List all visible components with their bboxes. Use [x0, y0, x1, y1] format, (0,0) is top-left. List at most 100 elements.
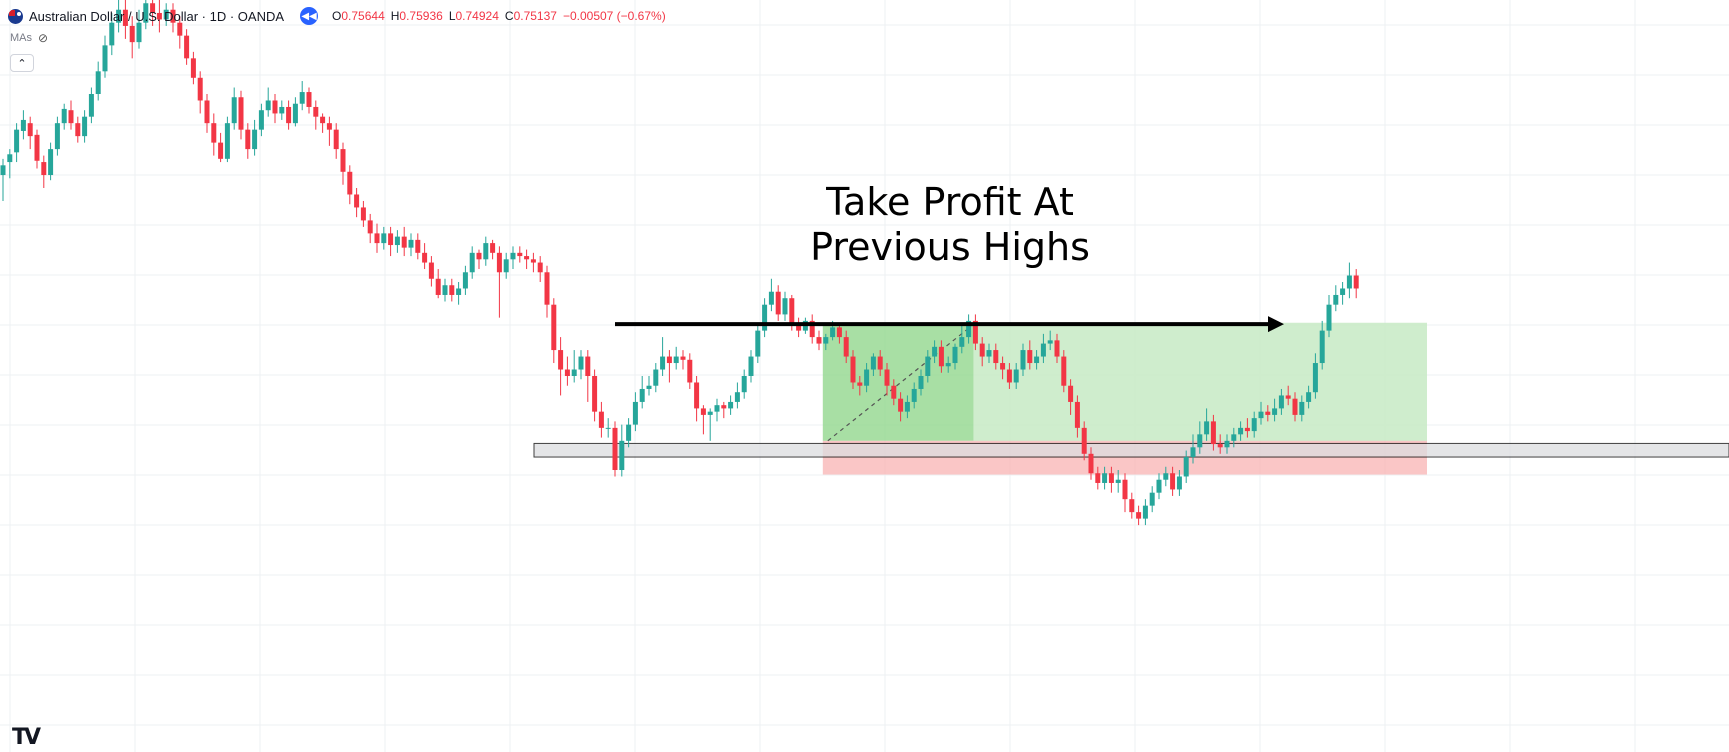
candle-up — [1238, 427, 1244, 435]
candle-down — [326, 123, 332, 130]
candle-down — [1074, 401, 1080, 428]
candle-up — [864, 369, 870, 386]
candle-down — [245, 129, 251, 150]
candle-up — [830, 327, 836, 338]
candle-down — [27, 123, 33, 137]
candle-down — [197, 77, 203, 101]
arrow-head-icon — [1268, 316, 1284, 333]
candle-down — [190, 58, 196, 78]
candle-down — [938, 346, 944, 367]
low-label: L — [448, 9, 456, 23]
open-value: 0.75644 — [341, 9, 385, 23]
candle-down — [809, 320, 815, 338]
candle-down — [428, 262, 434, 279]
candle-up — [639, 388, 645, 402]
candle-down — [1122, 479, 1128, 500]
candle-up — [252, 129, 258, 150]
candle-up — [1278, 395, 1284, 409]
candle-up — [1326, 304, 1332, 331]
candle-down — [41, 162, 47, 176]
candle-down — [490, 243, 496, 253]
candle-down — [564, 369, 570, 376]
high-label: H — [390, 9, 400, 23]
candle-down — [1006, 369, 1012, 383]
candle-down — [1136, 512, 1142, 519]
candle-down — [422, 252, 428, 263]
candle-up — [503, 259, 509, 273]
eye-off-icon[interactable]: ⊘ — [38, 31, 49, 45]
candle-down — [700, 408, 706, 415]
candle-up — [224, 123, 230, 159]
candle-down — [592, 376, 598, 412]
candle-up — [54, 123, 60, 150]
candle-up — [48, 149, 54, 176]
candle-down — [598, 411, 604, 428]
candle-up — [571, 369, 577, 376]
symbol-legend: Australian Dollar / U.S. Dollar · 1D · O… — [8, 6, 666, 26]
candle-up — [626, 424, 632, 441]
candle-down — [796, 324, 802, 331]
candle-up — [1176, 476, 1182, 490]
candle-up — [1020, 350, 1026, 370]
candle-up — [918, 376, 924, 389]
candle-up — [265, 100, 271, 111]
candle-down — [347, 171, 353, 195]
candle-up — [1156, 479, 1162, 493]
candle-down — [211, 123, 217, 143]
candle-up — [1346, 275, 1352, 289]
candle-down — [972, 320, 978, 344]
candle-down — [68, 110, 74, 124]
candle-down — [877, 356, 883, 370]
candle-up — [605, 427, 611, 429]
indicator-row[interactable]: MAs ⊘ — [10, 31, 48, 45]
candle-up — [163, 9, 169, 20]
candle-down — [177, 22, 183, 36]
candle-down — [612, 427, 618, 470]
candle-up — [734, 392, 740, 402]
candle-down — [1285, 395, 1291, 399]
candle-up — [755, 330, 761, 357]
candle-down — [415, 239, 421, 253]
candle-up — [1190, 447, 1196, 458]
candle-down — [891, 385, 897, 399]
candle-up — [231, 97, 237, 124]
tradingview-logo[interactable]: TV — [12, 725, 41, 750]
candle-up — [932, 346, 938, 357]
candle-up — [952, 346, 958, 364]
candle-down — [286, 106, 292, 124]
candle-up — [768, 291, 774, 305]
candle-up — [408, 239, 414, 248]
candle-up — [959, 337, 965, 347]
candle-up — [728, 401, 734, 409]
annotation-text[interactable]: Take Profit At Previous Highs — [760, 180, 1140, 270]
candle-down — [449, 285, 455, 295]
close-value: 0.75137 — [513, 9, 557, 23]
collapse-legend-button[interactable]: ⌃ — [10, 54, 34, 72]
candle-down — [1170, 473, 1176, 490]
candle-up — [653, 369, 659, 386]
replay-icon[interactable]: ◀◀ — [300, 7, 319, 25]
candle-up — [1319, 330, 1325, 364]
candle-up — [1047, 340, 1053, 344]
candle-up — [381, 233, 387, 244]
candle-down — [537, 262, 543, 273]
candle-down — [666, 356, 672, 364]
candle-up — [136, 22, 142, 43]
candle-down — [34, 134, 40, 161]
indicator-label: MAs — [10, 32, 32, 44]
candle-down — [721, 405, 727, 409]
candle-down — [204, 100, 210, 124]
candle-down — [340, 149, 346, 172]
support-zone — [533, 442, 1729, 458]
candle-down — [1068, 385, 1074, 402]
candle-up — [578, 356, 584, 370]
ohlc-values: O0.75644 H0.75936 L0.74924 C0.75137 −0.0… — [332, 9, 666, 23]
candle-up — [1224, 440, 1230, 448]
candle-up — [1251, 418, 1257, 432]
candle-down — [857, 382, 863, 386]
symbol-title[interactable]: Australian Dollar / U.S. Dollar · 1D · O… — [29, 8, 285, 24]
candle-down — [680, 356, 686, 360]
candle-up — [762, 304, 768, 331]
